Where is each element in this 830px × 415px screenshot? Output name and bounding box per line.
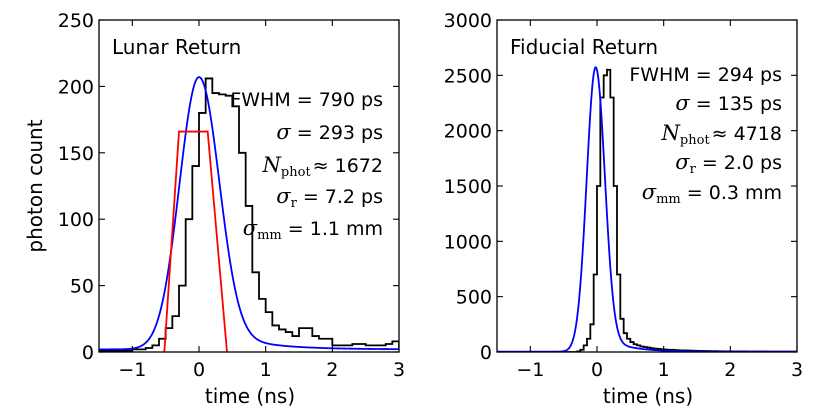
lunar-fwhm-annotation: FWHM = 790 ps: [230, 89, 383, 111]
lunar-nphot-annotation: Nphot ≈ 1672: [262, 153, 383, 180]
fiducial-y-tick-label: 1500: [444, 176, 492, 198]
lunar-sigma-value: = 293 ps: [297, 122, 383, 144]
fiducial-sigmar-value: = 2.0 ps: [702, 152, 782, 174]
fiducial-x-tick-label: 1: [658, 359, 670, 381]
lunar-trapezoid-model: [163, 130, 228, 352]
lunar-x-axis-label: time (ns): [205, 384, 295, 408]
lunar-y-tick-label: 50: [70, 276, 94, 298]
lunar-sigmamm-value: = 1.1 mm: [288, 218, 383, 240]
fiducial-fwhm-annotation: FWHM = 294 ps: [629, 64, 782, 86]
lunar-fit-curve: [99, 76, 399, 351]
lunar-plot-area: [99, 76, 399, 352]
lunar-x-tick-label: 1: [260, 359, 272, 381]
lunar-return-panel: photon count time (ns) Lunar Return FWHM…: [23, 10, 405, 408]
lunar-sigmamm-subscript: mm: [257, 228, 282, 243]
fiducial-sigmar-annotation: σr = 2.0 ps: [675, 150, 782, 177]
fiducial-sigmamm-value: = 0.3 mm: [687, 182, 782, 204]
fiducial-sigma-symbol: σ: [675, 91, 690, 115]
lunar-sigmamm-symbol: σ: [243, 216, 258, 240]
lunar-sigmamm-annotation: σmm = 1.1 mm: [243, 216, 383, 243]
fiducial-sigma-value: = 135 ps: [696, 93, 782, 115]
lunar-annotations: FWHM = 790 ps σ = 293 ps Nphot ≈ 1672 σr = …: [230, 89, 383, 243]
fiducial-nphot-value: ≈ 4718: [712, 123, 782, 145]
fiducial-sigmamm-annotation: σmm = 0.3 mm: [642, 180, 782, 207]
fiducial-nphot-annotation: Nphot ≈ 4718: [661, 121, 782, 148]
fiducial-y-tick-label: 2000: [444, 121, 492, 143]
lunar-nphot-symbol: N: [262, 153, 282, 177]
fiducial-y-tick-label: 2500: [444, 65, 492, 87]
fiducial-sigmamm-symbol: σ: [642, 180, 657, 204]
fiducial-nphot-subscript: phot: [680, 133, 711, 148]
fiducial-sigma-annotation: σ = 135 ps: [675, 91, 782, 115]
lunar-nphot-value: ≈ 1672: [313, 155, 383, 177]
lunar-histogram-series: [99, 77, 399, 352]
lunar-y-tick-label: 250: [58, 10, 94, 32]
lunar-x-tick-label: 2: [326, 359, 338, 381]
fiducial-return-panel: time (ns) Fiducial Return FWHM = 294 ps …: [444, 10, 803, 408]
fiducial-sigmamm-subscript: mm: [656, 192, 681, 207]
fiducial-annotations: FWHM = 294 ps σ = 135 ps Nphot ≈ 4718 σr = …: [629, 64, 782, 207]
lunar-sigma-annotation: σ = 293 ps: [276, 120, 383, 144]
lunar-sigmar-annotation: σr = 7.2 ps: [276, 184, 383, 211]
fiducial-panel-title: Fiducial Return: [510, 35, 658, 59]
lunar-sigmar-value: = 7.2 ps: [303, 186, 383, 208]
fiducial-x-axis-label: time (ns): [603, 384, 693, 408]
lunar-sigmar-subscript: r: [291, 196, 298, 211]
fiducial-y-tick-label: 0: [480, 342, 492, 364]
fiducial-y-tick-label: 1000: [444, 231, 492, 253]
lunar-nphot-subscript: phot: [281, 165, 312, 180]
lunar-y-tick-label: 0: [82, 342, 94, 364]
lunar-y-axis-label: photon count: [23, 119, 47, 252]
fiducial-nphot-symbol: N: [661, 121, 681, 145]
fiducial-y-tick-label: 500: [456, 287, 492, 309]
lunar-panel-title: Lunar Return: [112, 35, 241, 59]
fiducial-x-tick-label: 0: [591, 359, 603, 381]
lunar-x-tick-label: −1: [118, 359, 146, 381]
lunar-x-tick-label: 0: [193, 359, 205, 381]
lunar-y-tick-label: 100: [58, 209, 94, 231]
lunar-sigmar-symbol: σ: [276, 184, 291, 208]
fiducial-x-tick-label: −1: [516, 359, 544, 381]
lunar-y-tick-label: 200: [58, 76, 94, 98]
fiducial-y-tick-label: 3000: [444, 10, 492, 32]
fiducial-x-tick-label: 3: [791, 359, 803, 381]
lunar-sigma-symbol: σ: [276, 120, 291, 144]
fiducial-sigmar-symbol: σ: [675, 150, 690, 174]
lunar-x-tick-label: 3: [393, 359, 405, 381]
lunar-axes-frame: [98, 19, 400, 353]
fiducial-sigmar-subscript: r: [690, 162, 697, 177]
fiducial-x-tick-label: 2: [724, 359, 736, 381]
lunar-y-tick-label: 150: [58, 143, 94, 165]
